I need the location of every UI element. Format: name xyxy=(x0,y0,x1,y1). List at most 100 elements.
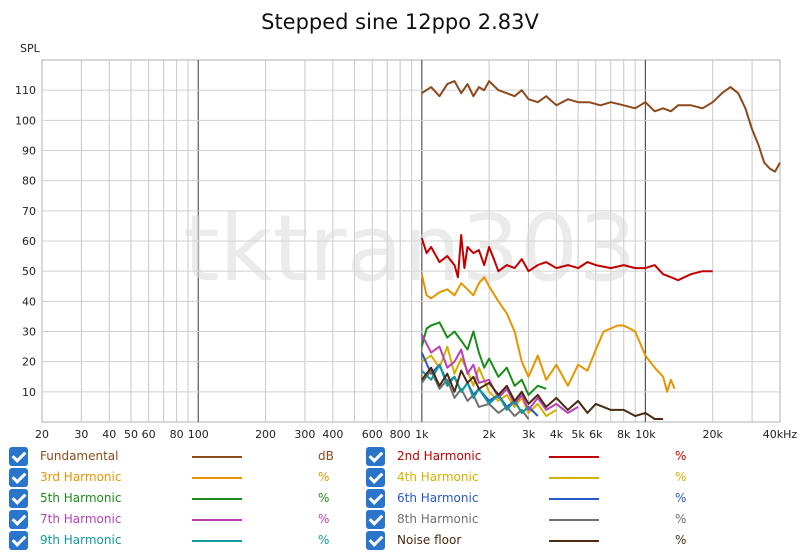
legend-swatch xyxy=(549,456,599,458)
legend-label: 4th Harmonic xyxy=(397,470,479,484)
series-lines xyxy=(420,80,781,420)
legend-unit: % xyxy=(318,533,330,547)
y-tick-label: 20 xyxy=(22,356,36,369)
x-tick-label: 10k xyxy=(635,428,656,441)
x-tick-label: 5k xyxy=(571,428,585,441)
legend-item-noise-floor[interactable]: Noise floor% xyxy=(357,530,757,551)
legend-item-fundamental[interactable]: Fundamental dB xyxy=(0,446,400,467)
x-tick-label: 50 xyxy=(124,428,138,441)
grid xyxy=(41,59,781,423)
legend-item-3rd-harmonic[interactable]: 3rd Harmonic% xyxy=(0,467,400,488)
watermark: tktran303 xyxy=(183,195,637,302)
legend-item-2nd-harmonic[interactable]: 2nd Harmonic% xyxy=(357,446,757,467)
legend-label: 3rd Harmonic xyxy=(40,470,122,484)
chart-title: Stepped sine 12ppo 2.83V xyxy=(261,10,539,34)
series-line-9th-harmonic xyxy=(421,363,530,414)
legend-swatch xyxy=(549,540,599,542)
x-tick-label: 1k xyxy=(415,428,429,441)
checkbox-icon[interactable] xyxy=(9,489,28,508)
y-tick-label: 50 xyxy=(22,265,36,278)
legend-label: 5th Harmonic xyxy=(40,491,122,505)
legend-unit: % xyxy=(318,491,330,505)
y-tick-label: 80 xyxy=(22,175,36,188)
checkbox-icon[interactable] xyxy=(9,510,28,529)
checkbox-icon[interactable] xyxy=(366,447,385,466)
legend-unit: % xyxy=(675,533,687,547)
y-axis-label: SPL xyxy=(20,42,41,55)
legend-item-5th-harmonic[interactable]: 5th Harmonic% xyxy=(0,488,400,509)
legend-swatch xyxy=(549,477,599,479)
y-tick-label: 60 xyxy=(22,235,36,248)
x-tick-label: 100 xyxy=(188,428,209,441)
x-tick-label: 20k xyxy=(703,428,724,441)
legend-item-6th-harmonic[interactable]: 6th Harmonic% xyxy=(357,488,757,509)
legend-item-9th-harmonic[interactable]: 9th Harmonic% xyxy=(0,530,400,551)
legend-item-8th-harmonic[interactable]: 8th Harmonic% xyxy=(357,509,757,530)
legend-swatch xyxy=(192,477,242,479)
x-tick-label: 400 xyxy=(322,428,343,441)
x-tick-label: 30 xyxy=(74,428,88,441)
legend-item-4th-harmonic[interactable]: 4th Harmonic% xyxy=(357,467,757,488)
legend-unit: % xyxy=(675,449,687,463)
checkbox-icon[interactable] xyxy=(366,510,385,529)
legend-label: 6th Harmonic xyxy=(397,491,479,505)
legend-item-7th-harmonic[interactable]: 7th Harmonic% xyxy=(0,509,400,530)
series-line-fundamental xyxy=(421,80,781,173)
legend-swatch xyxy=(192,540,242,542)
y-tick-label: 110 xyxy=(15,84,36,97)
checkbox-icon[interactable] xyxy=(9,447,28,466)
legend-unit: % xyxy=(318,512,330,526)
x-tick-label: 6k xyxy=(589,428,603,441)
checkbox-icon[interactable] xyxy=(366,468,385,487)
legend-swatch xyxy=(192,498,242,500)
legend-unit: % xyxy=(675,491,687,505)
legend-label: Fundamental xyxy=(40,449,119,463)
legend-label: 8th Harmonic xyxy=(397,512,479,526)
legend-swatch xyxy=(192,456,242,458)
legend-unit: % xyxy=(318,470,330,484)
y-ticks: 10 20 30 40 50 60 70 80 90 100 110 xyxy=(15,84,36,399)
legend-label: 7th Harmonic xyxy=(40,512,122,526)
checkbox-icon[interactable] xyxy=(9,531,28,550)
y-tick-label: 40 xyxy=(22,295,36,308)
legend-swatch xyxy=(192,519,242,521)
x-tick-label: 80 xyxy=(170,428,184,441)
series-line-2nd-harmonic xyxy=(420,234,713,282)
y-tick-label: 30 xyxy=(22,326,36,339)
series-line-3rd-harmonic xyxy=(420,273,676,393)
x-tick-label: 4k xyxy=(550,428,564,441)
checkbox-icon[interactable] xyxy=(366,531,385,550)
series-line-noise-floor xyxy=(421,366,664,420)
x-tick-label: 20 xyxy=(35,428,49,441)
checkbox-icon[interactable] xyxy=(9,468,28,487)
legend-swatch xyxy=(549,519,599,521)
legend-unit: % xyxy=(675,512,687,526)
legend-label: 2nd Harmonic xyxy=(397,449,482,463)
x-tick-label: 40 xyxy=(102,428,116,441)
x-tick-label: 800 xyxy=(390,428,411,441)
y-tick-label: 70 xyxy=(22,205,36,218)
y-tick-label: 10 xyxy=(22,386,36,399)
series-line-8th-harmonic xyxy=(421,369,530,420)
y-tick-label: 100 xyxy=(15,114,36,127)
x-tick-label: 600 xyxy=(362,428,383,441)
legend-unit: % xyxy=(675,470,687,484)
legend: Fundamental dB 2nd Harmonic% 3rd Harmonic% 4… xyxy=(0,446,800,558)
x-tick-label: 2k xyxy=(482,428,496,441)
x-tick-label: 300 xyxy=(294,428,315,441)
x-ticks: 20 30 40 50 60 80 100 200 300 400 600 800 1k 2k 3k 4k 5k… xyxy=(35,428,797,441)
x-tick-label: 8k xyxy=(617,428,631,441)
chart: Stepped sine 12ppo 2.83V SPL tktran303 1… xyxy=(15,10,797,441)
legend-label: 9th Harmonic xyxy=(40,533,122,547)
x-tick-label: 60 xyxy=(142,428,156,441)
legend-label: Noise floor xyxy=(397,533,462,547)
legend-swatch xyxy=(549,498,599,500)
checkbox-icon[interactable] xyxy=(366,489,385,508)
y-tick-label: 90 xyxy=(22,145,36,158)
legend-unit: dB xyxy=(318,449,334,463)
series-line-5th-harmonic xyxy=(420,321,547,396)
x-tick-label: 200 xyxy=(255,428,276,441)
series-line-4th-harmonic xyxy=(421,345,557,417)
x-tick-label: 3k xyxy=(522,428,536,441)
x-tick-label: 40kHz xyxy=(763,428,798,441)
